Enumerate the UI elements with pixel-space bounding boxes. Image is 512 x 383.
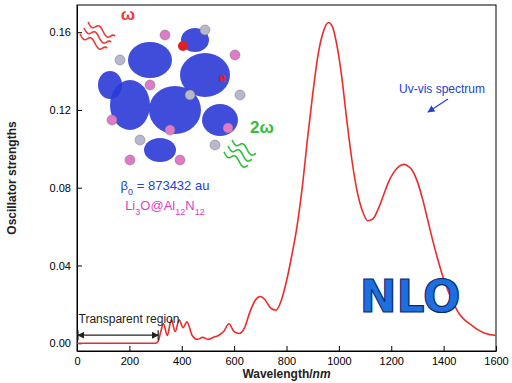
orbital-lobe bbox=[98, 71, 122, 99]
orbital-lobe bbox=[128, 42, 172, 78]
x-tick-mark bbox=[391, 346, 392, 351]
x-tick-label: 600 bbox=[225, 355, 243, 367]
x-tick-mark bbox=[339, 346, 340, 351]
y-tick-label: 0.08 bbox=[50, 182, 71, 194]
molecule bbox=[98, 25, 245, 165]
x-tick: 600 bbox=[225, 346, 243, 367]
x-tick-mark bbox=[129, 346, 130, 351]
wave bbox=[80, 34, 107, 49]
y-tick-label: 0.00 bbox=[50, 337, 71, 349]
wave bbox=[224, 152, 248, 167]
x-axis: 0 200 400 600 800 1000 1200 1400 1600 bbox=[74, 346, 508, 367]
atom bbox=[160, 30, 170, 40]
x-tick-label: 800 bbox=[278, 355, 296, 367]
plot-area bbox=[77, 22, 496, 343]
atom bbox=[125, 155, 135, 165]
x-tick-mark bbox=[182, 346, 183, 351]
wave bbox=[84, 28, 111, 43]
x-tick-mark bbox=[287, 346, 288, 351]
wave bbox=[232, 140, 256, 155]
annotation: β0 = 873432 au bbox=[121, 178, 210, 197]
y-tick-label: 0.04 bbox=[50, 259, 71, 271]
atom bbox=[175, 155, 185, 165]
x-tick-mark bbox=[444, 346, 445, 351]
transparent-region-edge bbox=[158, 330, 159, 340]
annotation: Uv-vis spectrum bbox=[399, 82, 485, 96]
wave bbox=[228, 146, 252, 161]
x-tick: 1200 bbox=[380, 346, 404, 367]
x-tick-label: 1000 bbox=[327, 355, 351, 367]
x-tick: 1000 bbox=[327, 346, 351, 367]
x-tick: 1400 bbox=[432, 346, 456, 367]
y-tick: 0.08 bbox=[50, 182, 82, 194]
x-tick-mark bbox=[234, 346, 235, 351]
atom bbox=[200, 25, 210, 35]
y-tick-label: 0.16 bbox=[50, 26, 71, 38]
transparent-region-arrow bbox=[78, 335, 158, 336]
annotation: e bbox=[218, 70, 225, 85]
annotation: NLO bbox=[360, 271, 461, 322]
oxygen-atom bbox=[178, 41, 188, 51]
x-tick-label: 1400 bbox=[432, 355, 456, 367]
x-tick: 400 bbox=[173, 346, 191, 367]
atom bbox=[223, 123, 233, 133]
atom bbox=[165, 125, 175, 135]
x-tick-label: 1200 bbox=[380, 355, 404, 367]
annotation: 2ω bbox=[250, 118, 274, 137]
x-tick-label: 200 bbox=[121, 355, 139, 367]
x-tick-mark bbox=[496, 346, 497, 351]
x-tick-label: 0 bbox=[74, 355, 80, 367]
x-tick: 200 bbox=[121, 346, 139, 367]
atom bbox=[230, 50, 240, 60]
y-tick: 0.16 bbox=[50, 26, 82, 38]
y-tick-mark bbox=[77, 265, 82, 266]
wave bbox=[88, 22, 115, 37]
transparent-region-edge bbox=[77, 330, 78, 340]
plot-frame bbox=[77, 5, 496, 351]
atom bbox=[115, 55, 125, 65]
y-tick-mark bbox=[77, 110, 82, 111]
annotation: Transparent region bbox=[79, 312, 180, 326]
x-tick: 800 bbox=[278, 346, 296, 367]
chart-svg: 020040060080010001200140016000.000.040.0… bbox=[0, 0, 512, 383]
atom bbox=[210, 140, 220, 150]
y-tick-mark bbox=[77, 188, 82, 189]
y-axis-title: Oscillator strengths bbox=[5, 121, 19, 235]
y-tick: 0.12 bbox=[50, 104, 82, 116]
atom bbox=[235, 90, 245, 100]
y-tick-mark bbox=[77, 32, 82, 33]
y-axis-line bbox=[77, 6, 78, 352]
atom bbox=[185, 90, 195, 100]
spectrum-line bbox=[77, 22, 496, 343]
x-axis-line bbox=[78, 351, 497, 352]
x-tick: 1600 bbox=[484, 346, 508, 367]
y-tick: 0.04 bbox=[50, 259, 82, 271]
x-tick-label: 400 bbox=[173, 355, 191, 367]
chart-container: 020040060080010001200140016000.000.040.0… bbox=[0, 0, 512, 383]
x-tick-label: 1600 bbox=[484, 355, 508, 367]
atom bbox=[145, 80, 155, 90]
annotation-arrow bbox=[428, 99, 448, 112]
orbital-lobe bbox=[202, 104, 238, 136]
annotation: ω bbox=[121, 5, 135, 24]
atom bbox=[107, 115, 117, 125]
orbital-lobe bbox=[149, 86, 201, 134]
y-axis: 0.00 0.04 0.08 0.12 0.16 bbox=[50, 6, 82, 352]
x-axis-title: Wavelength/nm bbox=[242, 367, 331, 381]
annotation: Li3O@Al12N12 bbox=[125, 198, 205, 217]
atom bbox=[135, 135, 145, 145]
y-tick-label: 0.12 bbox=[50, 104, 71, 116]
orbital-lobe bbox=[144, 138, 176, 162]
